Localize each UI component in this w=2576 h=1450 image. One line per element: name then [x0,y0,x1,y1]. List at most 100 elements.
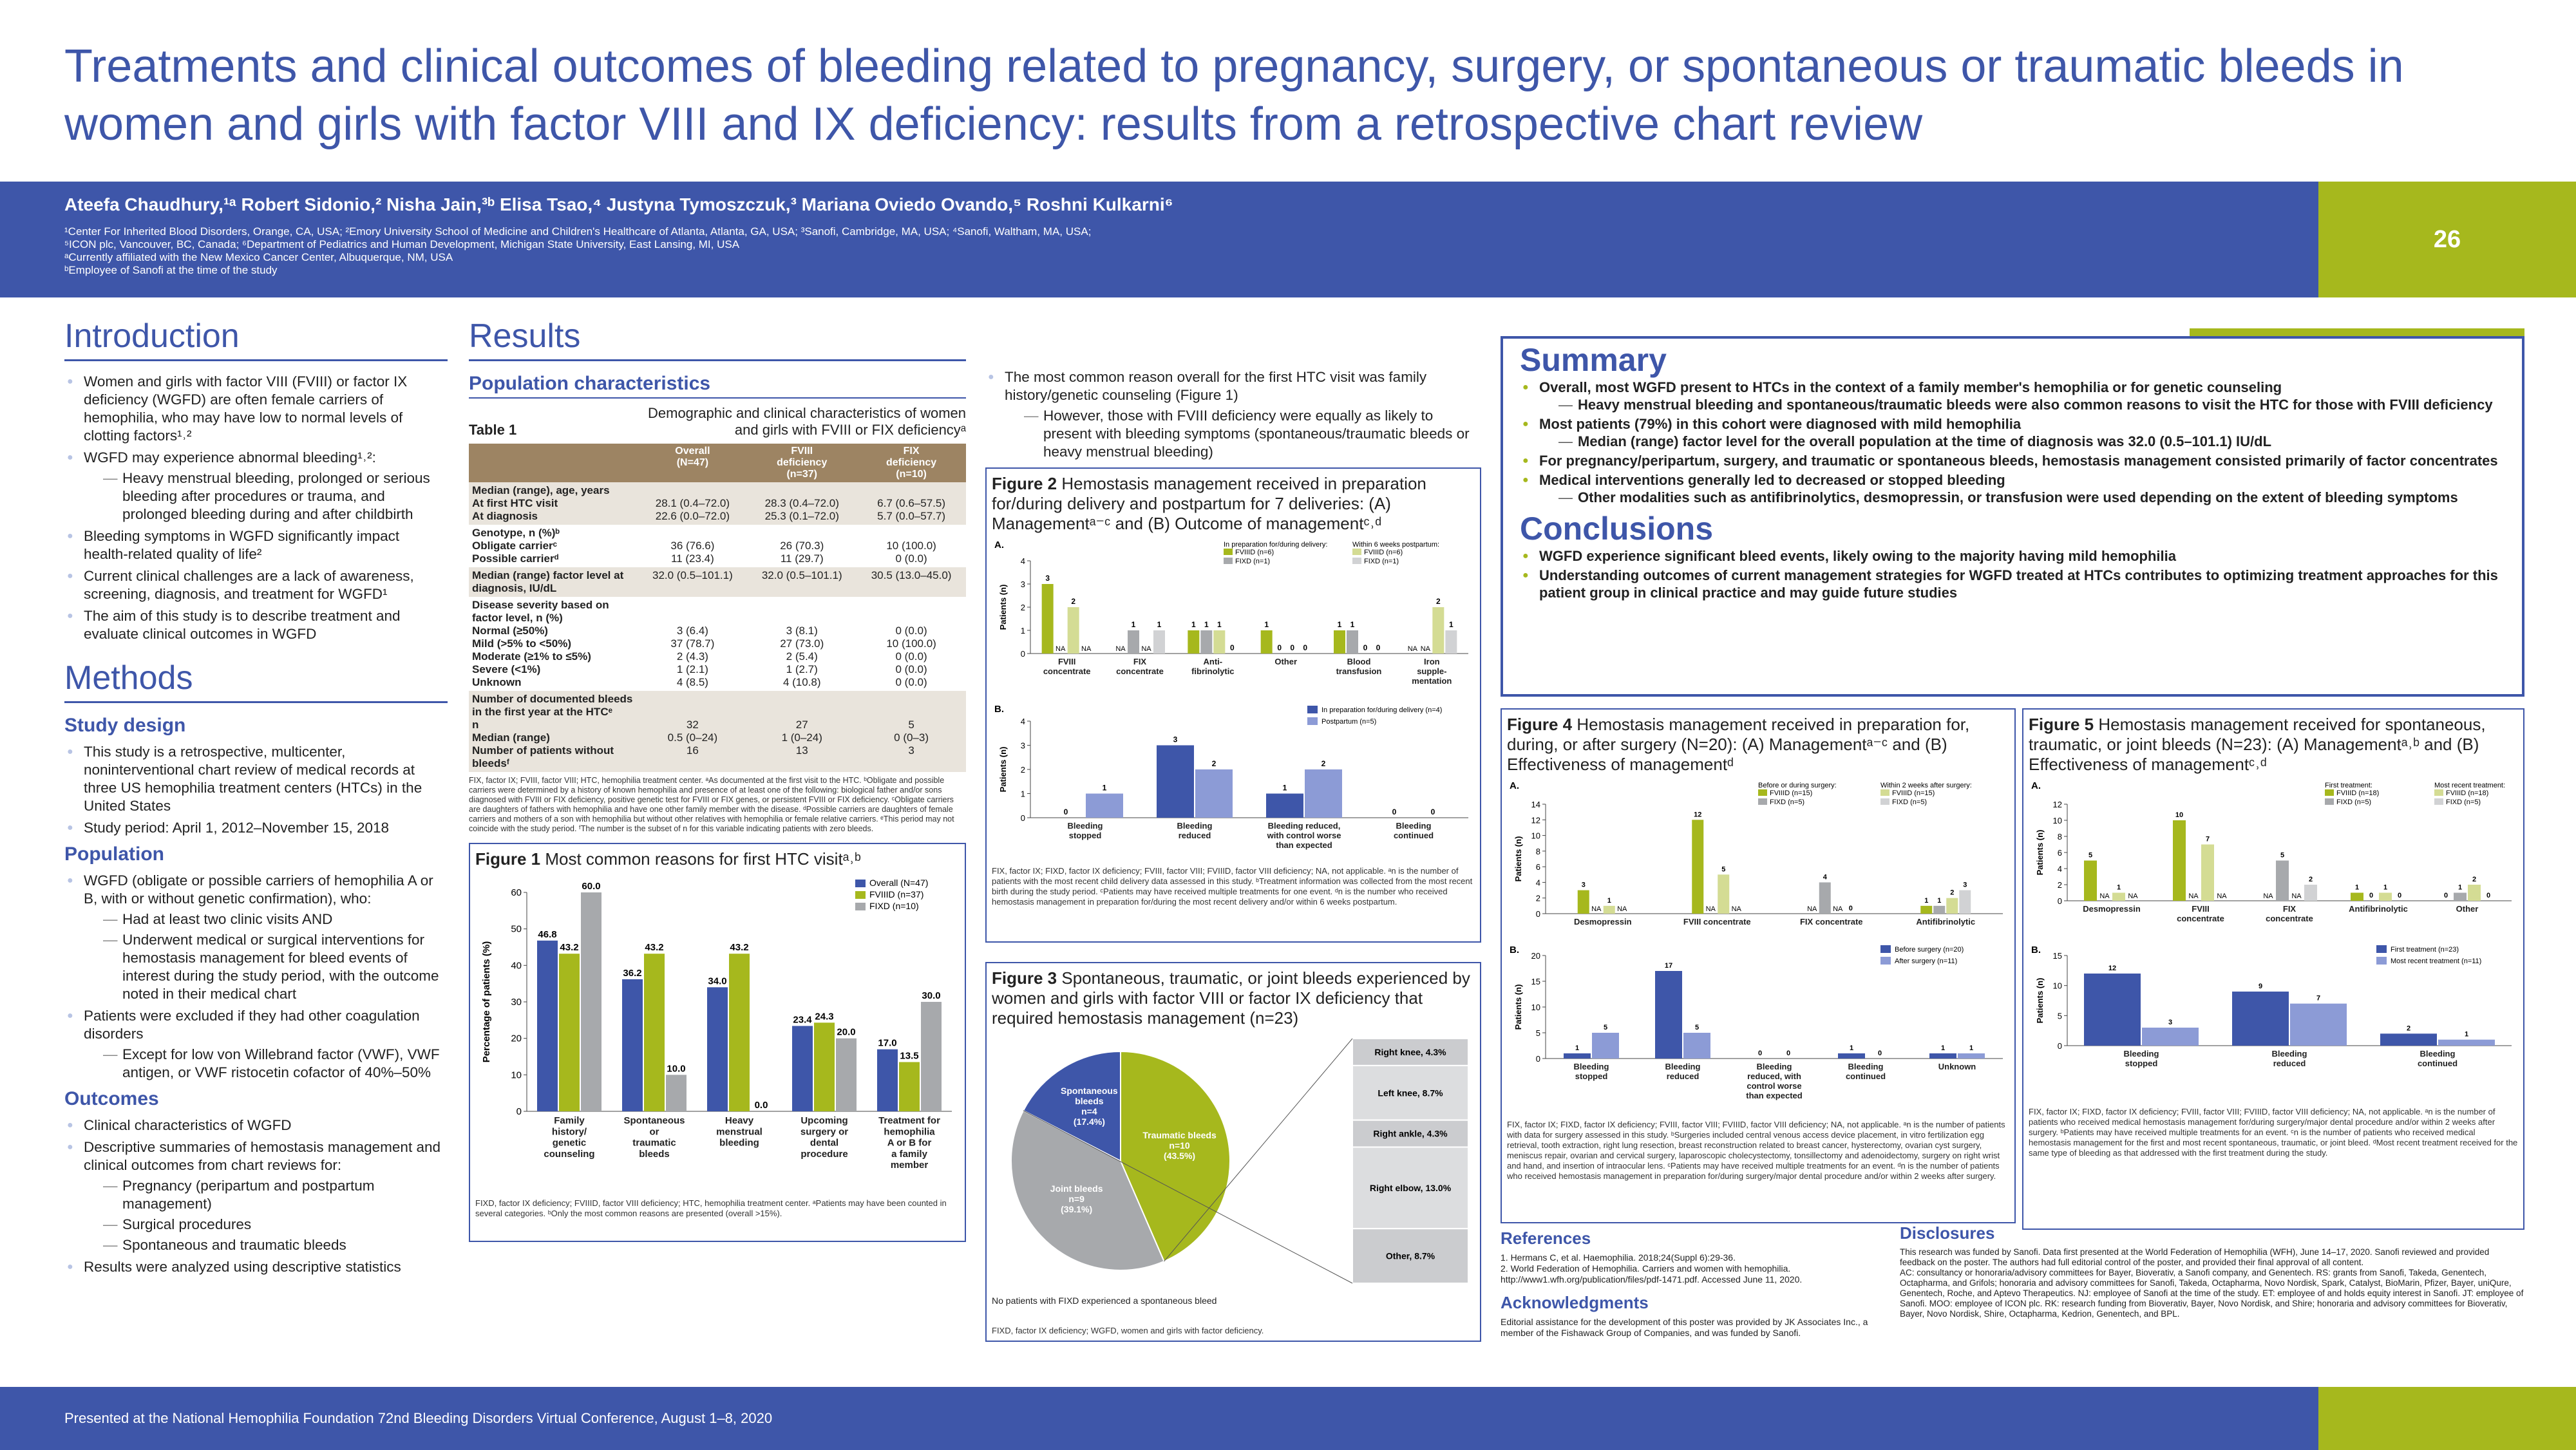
x-tick-label: a family [891,1149,928,1160]
legend-label: In preparation for/during delivery (n=4) [1321,706,1442,714]
results-column: Results Population characteristics Table… [469,317,966,1242]
legend-swatch [1758,798,1767,805]
data-label: 0 [2369,892,2373,899]
bar [1838,1053,1865,1059]
table-row: Number of documented bleeds in the first… [469,691,966,772]
affiliation-3: ᵃCurrently affiliated with the New Mexic… [64,251,453,263]
data-label: 46.8 [538,929,556,940]
data-label: 12 [1694,811,1701,818]
data-label: 2 [2472,876,2476,883]
legend-group-title: Most recent treatment: [2434,782,2505,789]
disclosures-heading: Disclosures [1900,1223,1995,1243]
x-tick-label: Bleeding [2420,1049,2456,1059]
bar [1683,1033,1710,1059]
bar [1260,630,1273,654]
x-tick-label: reduced [2273,1059,2306,1068]
acknowledgments-text: Editorial assistance for the development… [1501,1317,1868,1338]
bar [899,1062,920,1111]
figure-title: Hemostasis management received in prepar… [1507,715,1970,774]
data-label: 0 [1376,643,1381,652]
data-label: 3 [1963,881,1967,889]
bar [622,979,643,1111]
figure-title: Most common reasons for first HTC visitᵃ… [540,849,861,869]
results-column-2: The most common reason overall for the f… [985,368,1481,1342]
data-label: 17.0 [878,1038,896,1049]
data-label: 2 [1950,889,1954,897]
x-tick-label: Bleeding [1757,1062,1792,1071]
methods-subbullet: Spontaneous and traumatic bleeds [84,1236,448,1254]
bar [1128,630,1139,654]
y-tick-label: 4 [1021,717,1025,726]
figure-title: Hemostasis management received for spont… [2029,715,2486,774]
y-tick-label: 5 [1536,1028,1540,1038]
x-tick-label: control worse [1747,1081,1801,1091]
y-axis-label: Patients (n) [998,747,1008,793]
bar [1564,1053,1591,1059]
data-label: 1 [1924,897,1928,905]
bar [1603,905,1615,914]
authors: Ateefa Chaudhury,¹ᵃ Robert Sidonio,² Nis… [64,194,1173,214]
y-tick-label: 20 [1531,951,1540,961]
legend-label: FIXD (n=10) [869,901,919,911]
summary-bullet: Overall, most WGFD present to HTCs in th… [1520,379,2505,413]
legend-label: FVIIID (n=37) [869,889,923,899]
na-label: NA [1807,905,1817,913]
population-heading: Population [64,843,164,865]
data-label: 0 [1849,905,1853,912]
table-cell: 6.7 (0.6–57.5) 5.7 (0.0–57.7) [877,497,945,522]
bar [1305,769,1342,818]
legend-swatch [1224,558,1233,564]
references-heading: References [1501,1229,1591,1248]
population-characteristics-heading: Population characteristics [469,373,966,399]
x-tick-label: concentrate [2266,914,2313,923]
bar [2454,892,2467,901]
x-tick-label: Desmopressin [1574,917,1632,927]
data-label: 0 [1277,643,1282,652]
y-tick-label: 1 [1021,789,1025,799]
bar [1188,630,1200,654]
methods-subbullet: Surgical procedures [84,1216,448,1234]
references: References 1. Hermans C, et al. Haemophi… [1501,1229,1874,1339]
panel-label: A. [2031,780,2041,791]
x-tick-label: member [891,1160,929,1171]
data-label: 0 [1290,643,1294,652]
legend-label: First treatment (n=23) [2391,946,2459,954]
bar [1577,890,1589,914]
data-label: 1 [1607,897,1611,905]
legend-label: Before surgery (n=20) [1895,946,1964,954]
table-cell: 3 (8.1) 27 (73.0) 2 (5.4) 1 (2.7) 4 (10.… [780,625,824,688]
x-tick-label: Bleeding [1396,821,1432,831]
bar [2438,1039,2495,1046]
bar [1157,745,1194,818]
intro-bullet: Current clinical challenges are a lack o… [64,567,448,603]
legend-label: FVIIID (n=15) [1892,789,1935,797]
summary-heading: Summary [1520,342,1667,378]
y-axis-label: Patients (n) [1513,984,1523,1030]
y-tick-label: 15 [2053,951,2062,961]
methods-bullet: Results were analyzed using descriptive … [64,1258,448,1276]
figure-footnote: FIXD, factor IX deficiency; WGFD, women … [992,1326,1264,1335]
data-label: 2 [1321,759,1326,768]
y-tick-label: 0 [1021,813,1025,823]
methods-bullet: WGFD (obligate or possible carriers of h… [64,872,448,1003]
summary-subbullet: Median (range) factor level for the over… [1539,433,2505,450]
methods-subbullet: Pregnancy (peripartum and postpartum man… [84,1177,448,1213]
x-tick-label: Treatment for [878,1115,940,1126]
affiliation-2: ⁵ICON plc, Vancouver, BC, Canada; ⁶Depar… [64,238,740,250]
bar [644,954,665,1111]
x-tick-label: Desmopressin [2083,904,2141,914]
intro-bullet: WGFD may experience abnormal bleeding¹˒²… [64,449,448,523]
table-cell: 0 (0.0) 10 (100.0) 0 (0.0) 0 (0.0) 0 (0.… [886,625,936,688]
summary-bullet: Medical interventions generally led to d… [1520,471,2505,506]
x-tick-label: FIX [2283,904,2297,914]
methods-bullet: Clinical characteristics of WGFD [64,1116,448,1135]
data-label: 1 [1941,1044,1945,1052]
x-tick-label: or [650,1126,659,1137]
x-tick-label: reduced [1667,1071,1700,1081]
figure-title: Spontaneous, traumatic, or joint bleeds … [992,968,1470,1028]
y-tick-label: 40 [511,960,522,971]
bar [877,1049,898,1111]
data-label: 1 [2117,884,2121,892]
